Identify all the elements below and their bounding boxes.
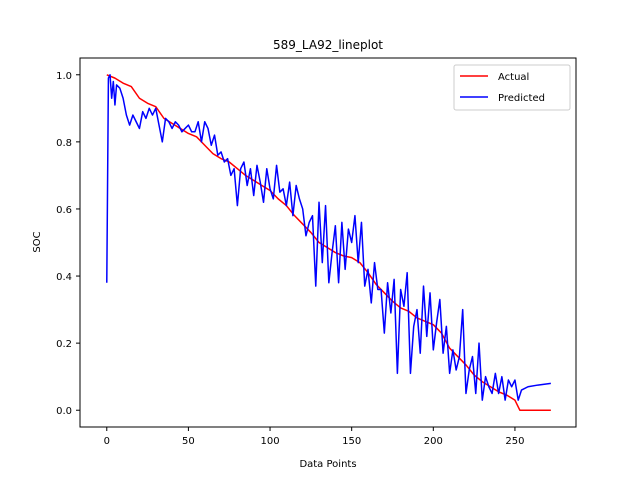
y-tick-label: 0.6: [56, 205, 72, 216]
x-tick-label: 250: [505, 436, 524, 447]
y-axis-label: SOC: [32, 231, 43, 252]
y-tick-label: 0.2: [56, 339, 72, 350]
y-tick-label: 0.8: [56, 138, 72, 149]
legend: Actual Predicted: [453, 64, 571, 111]
legend-label-predicted: Predicted: [498, 93, 545, 104]
y-tick-label: 0.0: [56, 406, 72, 417]
series-line-predicted: [106, 74, 551, 401]
legend-label-actual: Actual: [498, 72, 529, 83]
x-tick-label: 200: [424, 436, 443, 447]
x-tick-label: 150: [342, 436, 361, 447]
y-tick-label: 0.4: [56, 272, 72, 283]
x-axis-label: Data Points: [299, 459, 356, 470]
y-tick-label: 1.0: [56, 71, 72, 82]
x-tick-label: 50: [182, 436, 195, 447]
y-axis: 0.0 0.2 0.4 0.6 0.8 1.0: [56, 71, 80, 417]
plot-frame: [79, 57, 577, 428]
x-tick-label: 0: [104, 436, 110, 447]
x-axis: 0 50 100 150 200 250: [104, 427, 524, 447]
x-tick-label: 100: [260, 436, 279, 447]
chart-title: 589_LA92_lineplot: [273, 38, 383, 52]
